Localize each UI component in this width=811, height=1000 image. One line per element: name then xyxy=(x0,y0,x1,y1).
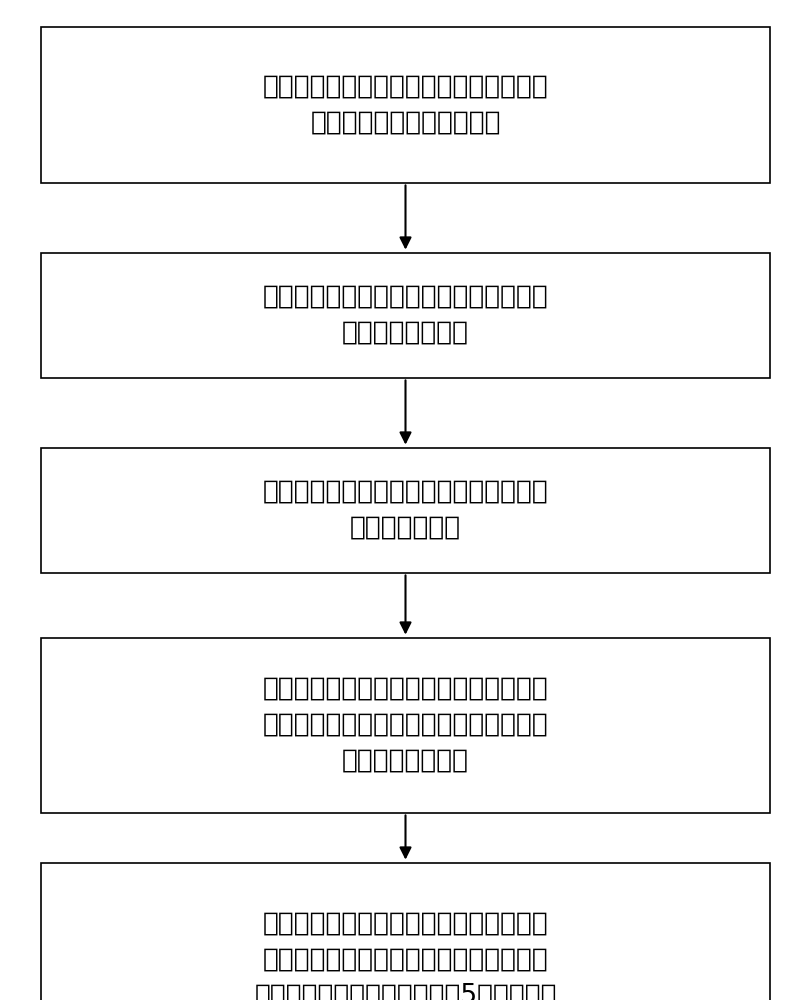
Bar xyxy=(41,862,770,1000)
Text: 采用随机误差源方差平方和关系进行总方
差与相关时间的双对数曲线拟合，提取出
光纤电流互感器电流信息中的5项随机误差: 采用随机误差源方差平方和关系进行总方 差与相关时间的双对数曲线拟合，提取出 光纤… xyxy=(255,911,556,1000)
Bar xyxy=(41,252,770,377)
Bar xyxy=(41,448,770,572)
Text: 预处理后的电流数据检验，平稳性、周期
性和正态性检验: 预处理后的电流数据检验，平稳性、周期 性和正态性检验 xyxy=(263,479,548,541)
Text: 莱特法则剔除野值、零均值处理、趋势项
处理、正态化处理: 莱特法则剔除野值、零均值处理、趋势项 处理、正态化处理 xyxy=(263,284,548,346)
Bar xyxy=(41,638,770,812)
Text: 采用总方差法转换检验后的时偏数据为频
偏数据，倒像映射延伸为近三倍长的虚拟
序列进行方差处理: 采用总方差法转换检验后的时偏数据为频 偏数据，倒像映射延伸为近三倍长的虚拟 序列… xyxy=(263,676,548,774)
Text: 利用光纤电流互感器试验平台采集静态、
常温下输出的某相电流数据: 利用光纤电流互感器试验平台采集静态、 常温下输出的某相电流数据 xyxy=(263,74,548,136)
Bar xyxy=(41,27,770,182)
